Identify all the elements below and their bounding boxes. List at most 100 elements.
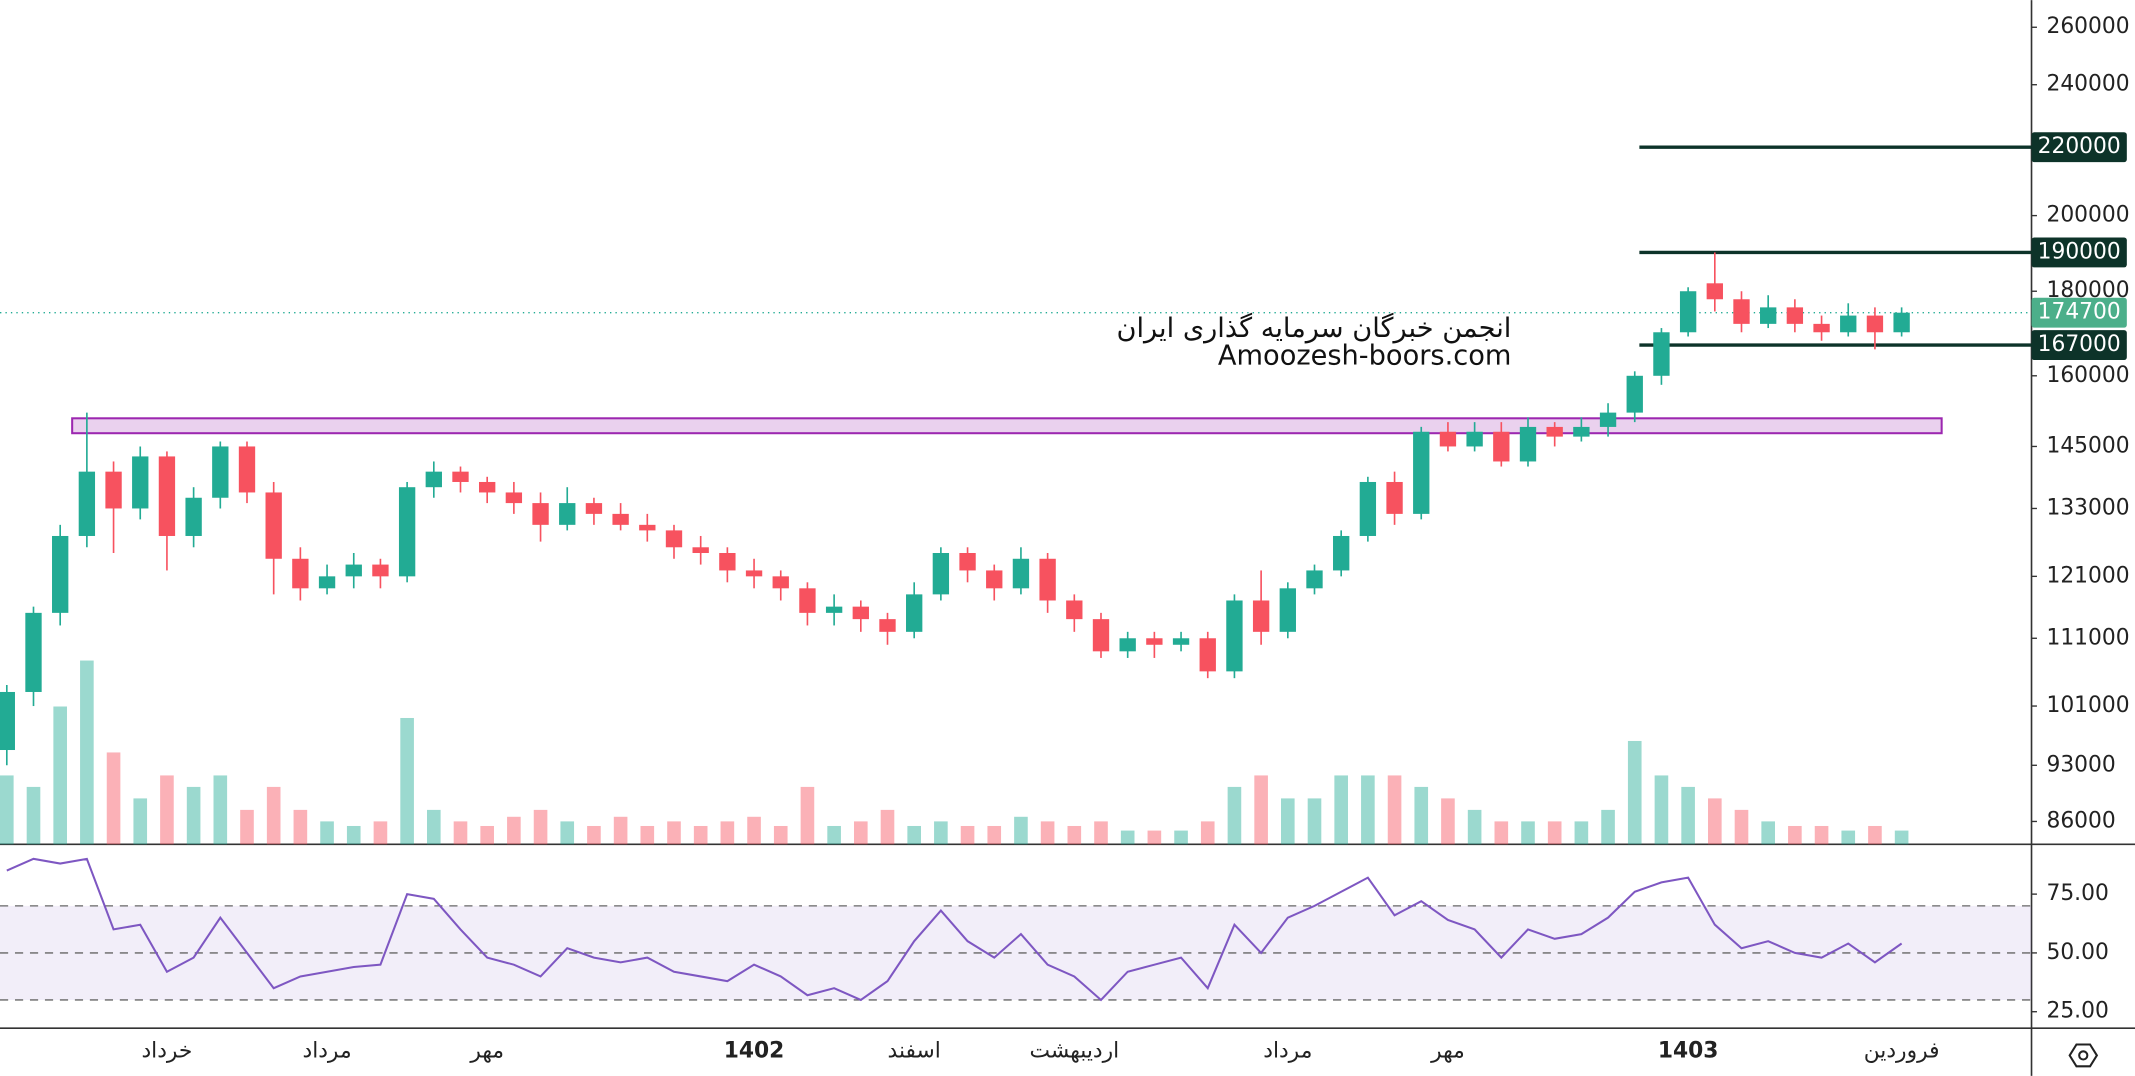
settings-icon[interactable] <box>2068 1043 2099 1068</box>
y-tick-label: 260000 <box>2046 14 2129 39</box>
level-label: 220000 <box>2038 134 2121 159</box>
volume-bar <box>1734 809 1749 845</box>
volume-bar <box>1894 830 1909 845</box>
volume-bar <box>1414 786 1429 845</box>
candle-body <box>78 471 96 536</box>
candle-body <box>825 606 843 613</box>
volume-bar <box>1040 821 1055 845</box>
volume-bar <box>934 821 948 845</box>
candle-body <box>1252 600 1270 632</box>
candle-body <box>1840 315 1857 333</box>
candle-body <box>372 564 389 577</box>
volume-bar <box>960 825 975 845</box>
x-tick-label: فروردین <box>1864 1038 1940 1063</box>
candle-body <box>1679 291 1697 333</box>
candle-body <box>1092 619 1110 652</box>
candle-body <box>692 547 709 554</box>
x-tick-label: مهر <box>1430 1038 1465 1063</box>
candle-body <box>959 553 976 571</box>
x-tick-label: خرداد <box>141 1038 192 1063</box>
volume-bar <box>1387 775 1402 845</box>
volume-bar <box>1361 775 1375 845</box>
volume-bar <box>1254 775 1268 845</box>
volume-bar <box>1014 816 1028 845</box>
volume-bar <box>587 825 601 845</box>
volume-bar <box>80 660 94 845</box>
hexagon <box>2068 1043 2099 1068</box>
volume-bar <box>160 775 174 845</box>
candle-body <box>932 553 950 595</box>
candle-body <box>292 558 309 589</box>
volume-bar <box>1708 798 1722 845</box>
candle-body <box>639 524 656 531</box>
volume-bar <box>453 821 468 845</box>
volume-bar <box>1547 821 1562 845</box>
volume-bar <box>1441 798 1455 845</box>
volume-bar <box>667 821 681 845</box>
volume-bar <box>1200 821 1215 845</box>
volume-bar <box>1681 786 1695 845</box>
candle-body <box>1786 307 1804 324</box>
volume-bar <box>1120 830 1135 845</box>
volume-bar <box>1654 775 1669 845</box>
level-label: 190000 <box>2038 239 2121 264</box>
x-tick-label: مهر <box>469 1038 504 1063</box>
volume-bar <box>186 786 201 845</box>
volume-bar <box>533 809 548 845</box>
candle-body <box>1519 426 1537 462</box>
candle-body <box>505 492 523 504</box>
candle-body <box>745 570 763 577</box>
candle-body <box>1386 481 1403 514</box>
candle-body <box>799 588 816 613</box>
volume-bar <box>1788 825 1802 845</box>
volume-bar <box>747 816 761 845</box>
y-tick-label: 101000 <box>2046 693 2129 718</box>
volume-bar <box>613 816 628 845</box>
candle-body <box>1359 481 1377 536</box>
candle-body <box>1546 426 1563 437</box>
candle-body <box>879 619 896 632</box>
volume-bar <box>907 825 921 845</box>
candle-body <box>1733 299 1750 324</box>
candle-body <box>52 535 69 613</box>
hexagon-dot <box>2078 1050 2089 1061</box>
volume-bar <box>133 798 148 845</box>
volume-bar <box>773 825 788 845</box>
candle-body <box>132 456 149 509</box>
candle-body <box>772 576 789 589</box>
volume-bar <box>1067 825 1082 845</box>
volume-bar <box>1467 809 1482 845</box>
candle-body <box>1039 558 1056 601</box>
candle-body <box>612 513 629 525</box>
x-tick-label: مرداد <box>303 1038 352 1063</box>
rsi-line <box>6 857 1903 1002</box>
volume-bar <box>987 825 1002 845</box>
x-tick-label: 1403 <box>1658 1038 1719 1063</box>
y-tick-label: 93000 <box>2046 752 2115 777</box>
volume-bar <box>400 717 414 845</box>
volume-bar <box>1281 798 1295 845</box>
y-tick-label: 86000 <box>2046 808 2115 833</box>
x-tick-label: 1402 <box>724 1038 785 1063</box>
candle-body <box>559 503 576 525</box>
candle-body <box>1413 431 1430 514</box>
x-tick-label: اردیبهشت <box>1029 1038 1119 1063</box>
volume-bar <box>427 809 441 845</box>
watermark: انجمن خبرگان سرمایه گذاری ایران <box>1116 312 1511 344</box>
x-tick-label: اسفند <box>888 1038 941 1063</box>
candle-body <box>852 606 869 620</box>
candle-body <box>1466 431 1483 447</box>
volume-bar <box>1307 798 1322 845</box>
volume-bar <box>720 821 735 845</box>
candle-body <box>1439 431 1457 447</box>
y-tick-label: 111000 <box>2046 625 2129 650</box>
volume-bar <box>0 775 14 845</box>
volume-bar <box>1574 821 1589 845</box>
candle-body <box>1199 638 1216 672</box>
y-tick-label: 133000 <box>2046 495 2129 520</box>
volume-bar <box>106 752 121 845</box>
volume-bar <box>1494 821 1509 845</box>
resistance-zone <box>71 417 1943 435</box>
volume-bar <box>1814 825 1829 845</box>
